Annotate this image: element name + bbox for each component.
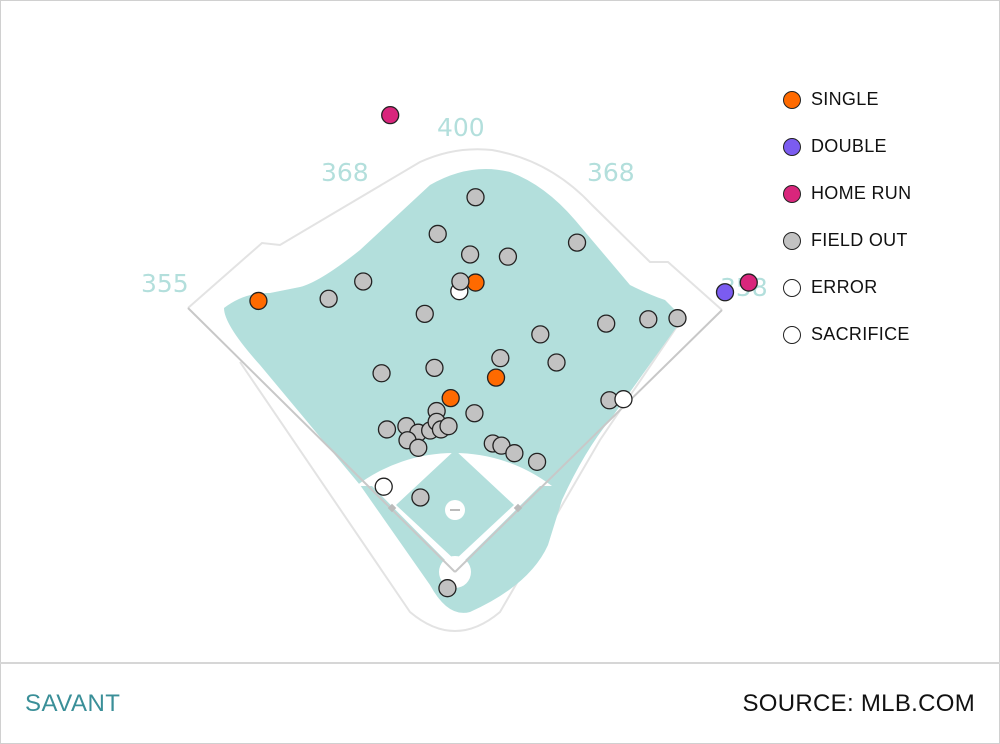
legend-item-home-run: HOME RUN (783, 170, 911, 217)
sacrifice-marker-icon (783, 325, 801, 344)
batted-ball-field-out[interactable] (465, 404, 484, 423)
legend: SINGLE DOUBLE HOME RUN FIELD OUT ERROR S… (783, 76, 911, 358)
batted-ball-field-out[interactable] (451, 272, 470, 291)
batted-ball-field-out[interactable] (567, 233, 587, 252)
outfield-wall (187, 148, 723, 311)
batted-ball-field-out[interactable] (439, 417, 458, 436)
distance-right-center: 368 (587, 158, 635, 187)
third-base (387, 503, 397, 513)
batted-ball-field-out[interactable] (498, 247, 518, 266)
batted-ball-field-out[interactable] (531, 325, 550, 344)
footer-divider (0, 662, 1000, 664)
savant-logo[interactable]: SAVANT (25, 690, 121, 717)
distance-center: 400 (437, 113, 485, 142)
batted-ball-home-run[interactable] (739, 273, 758, 292)
batted-ball-double[interactable] (715, 283, 735, 302)
batted-ball-field-out[interactable] (354, 272, 373, 291)
batted-ball-field-out[interactable] (409, 438, 428, 457)
foul-line-right (454, 309, 723, 573)
batted-ball-field-out[interactable] (411, 488, 430, 507)
batted-ball-field-out[interactable] (505, 444, 524, 463)
field-out-marker-icon (783, 231, 801, 250)
pitchers-rubber (450, 509, 460, 511)
batted-ball-field-out[interactable] (319, 289, 338, 308)
batted-ball-field-out[interactable] (460, 245, 480, 264)
legend-item-sacrifice: SACRIFICE (783, 311, 911, 358)
batted-ball-field-out[interactable] (377, 420, 397, 439)
batted-ball-field-out[interactable] (428, 224, 447, 244)
batted-ball-field-out[interactable] (668, 309, 687, 328)
stadium-outline (239, 321, 681, 632)
batted-ball-field-out[interactable] (547, 353, 566, 372)
error-marker-icon (783, 278, 801, 297)
batted-ball-single[interactable] (249, 291, 268, 311)
batted-ball-field-out[interactable] (415, 304, 434, 324)
batted-ball-field-out[interactable] (527, 452, 547, 471)
batted-ball-home-run[interactable] (381, 106, 400, 125)
legend-item-double: DOUBLE (783, 123, 911, 170)
batted-ball-single[interactable] (486, 368, 506, 387)
batted-ball-field-out[interactable] (466, 188, 485, 207)
batted-ball-error[interactable] (374, 477, 393, 496)
first-base (513, 503, 523, 513)
batted-ball-single[interactable] (441, 388, 460, 408)
batted-balls (249, 106, 758, 598)
batted-ball-field-out[interactable] (372, 364, 391, 383)
spray-chart: 355 368 400 368 358 (141, 106, 768, 632)
batted-ball-field-out[interactable] (438, 579, 457, 598)
batted-ball-field-out[interactable] (425, 358, 444, 378)
batted-ball-sacrifice[interactable] (614, 390, 633, 409)
source-credit: SOURCE: MLB.COM (742, 690, 975, 717)
single-marker-icon (783, 90, 801, 109)
distance-left-line: 355 (141, 269, 189, 298)
batted-ball-field-out[interactable] (639, 310, 658, 329)
legend-item-error: ERROR (783, 264, 911, 311)
batted-ball-field-out[interactable] (597, 314, 616, 333)
foul-line-left (187, 307, 456, 573)
batted-ball-field-out[interactable] (491, 349, 510, 368)
distance-left-center: 368 (321, 158, 369, 187)
batted-ball-single[interactable] (466, 273, 485, 292)
legend-item-single: SINGLE (783, 76, 911, 123)
home-run-marker-icon (783, 184, 801, 203)
double-marker-icon (783, 137, 801, 156)
legend-item-field-out: FIELD OUT (783, 217, 911, 264)
